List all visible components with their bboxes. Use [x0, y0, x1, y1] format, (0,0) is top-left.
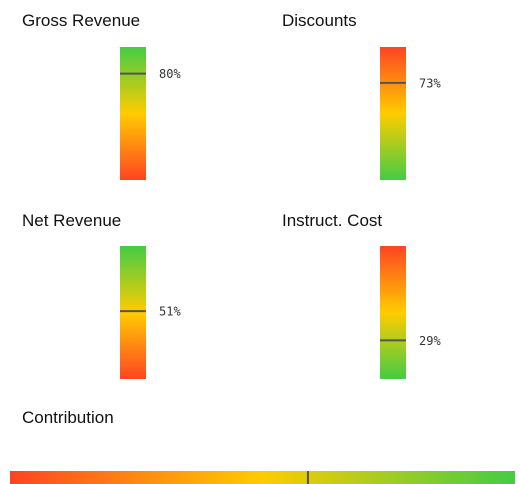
- gauge-title: Net Revenue: [22, 211, 121, 230]
- gauge-bar: [120, 47, 146, 180]
- gauge-value-label: 29%: [419, 334, 441, 348]
- gauge-title: Discounts: [282, 11, 357, 30]
- gauge-title: Gross Revenue: [22, 11, 140, 30]
- gauge-bar: [380, 47, 406, 180]
- gauge-value-label: 80%: [159, 67, 181, 81]
- gauge-bar: [10, 471, 515, 484]
- gauge-value-label: 51%: [159, 305, 181, 319]
- gauge-value-label: 73%: [419, 76, 441, 90]
- gauge-bar: [380, 246, 406, 379]
- gauge-bar: [120, 246, 146, 379]
- gauge-title: Instruct. Cost: [282, 211, 382, 230]
- gauge-title: Contribution: [22, 408, 114, 427]
